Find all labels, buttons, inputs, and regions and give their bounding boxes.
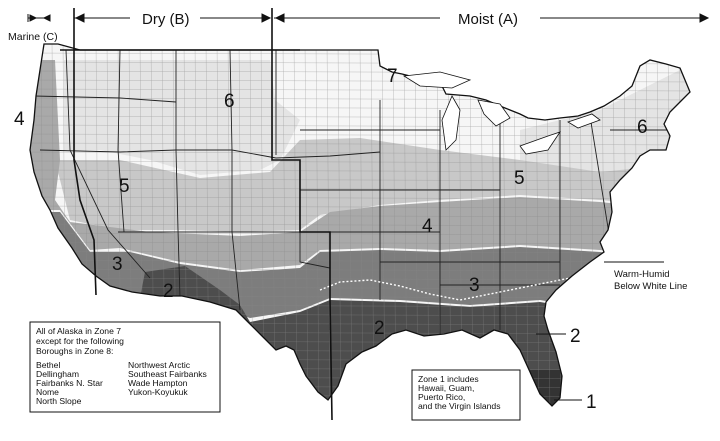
header-marine: Marine (C)	[8, 31, 58, 43]
zone-5-area	[55, 138, 690, 232]
zone-3-area	[30, 212, 690, 330]
zone1-line-3: Puerto Rico,	[418, 392, 465, 402]
zone-label-6-east: 6	[637, 117, 648, 138]
zone-label-7: 7	[387, 66, 398, 87]
zone-label-4-east: 4	[422, 216, 433, 237]
zone-label-2-gulf: 2	[374, 318, 385, 339]
header-dry: Dry (B)	[142, 11, 190, 28]
warm-humid-label-1: Warm-Humid	[614, 269, 670, 280]
alaska-borough: Northwest Arctic	[128, 360, 191, 370]
state-borders	[33, 49, 690, 335]
zone-label-4-west: 4	[14, 109, 25, 130]
great-lakes	[402, 71, 601, 155]
zone-1-area	[530, 370, 570, 406]
alaska-note-box: All of Alaska in Zone 7 except for the f…	[29, 321, 221, 413]
header-moist: Moist (A)	[458, 11, 518, 28]
moisture-dividers	[60, 8, 333, 421]
alaska-borough: Dellingham	[36, 369, 79, 379]
alaska-borough: North Slope	[36, 396, 82, 406]
zone1-line-1: Zone 1 includes	[418, 374, 479, 384]
alaska-line-3: Boroughs in Zone 8:	[36, 346, 113, 356]
header-arrows	[27, 13, 710, 23]
alaska-borough: Wade Hampton	[128, 378, 188, 388]
alaska-borough: Bethel	[36, 360, 60, 370]
leader-lines	[536, 261, 664, 401]
zone1-line-4: and the Virgin Islands	[418, 401, 501, 411]
zone1-line-2: Hawaii, Guam,	[418, 383, 474, 393]
warm-humid-line	[319, 264, 606, 301]
zone-label-1: 1	[586, 392, 597, 413]
alaska-line-2: except for the following	[36, 336, 124, 346]
zone-label-2-florida: 2	[570, 326, 581, 347]
zone-label-3-west: 3	[112, 254, 123, 275]
zone-4-area	[30, 60, 690, 270]
zone-label-5-west: 5	[119, 176, 130, 197]
zone-label-5-east: 5	[514, 168, 525, 189]
zone-label-6-west: 6	[224, 91, 235, 112]
zone-label-3-east: 3	[469, 275, 480, 296]
zone1-note-box: Zone 1 includes Hawaii, Guam, Puerto Ric…	[411, 369, 521, 421]
zone-label-2-west: 2	[163, 281, 174, 302]
us-outline	[29, 43, 691, 407]
alaska-borough: Nome	[36, 387, 59, 397]
alaska-line-1: All of Alaska in Zone 7	[36, 326, 121, 336]
alaska-borough: Yukon-Koyukuk	[128, 387, 188, 397]
warm-humid-label-2: Below White Line	[614, 281, 687, 292]
alaska-borough: Fairbanks N. Star	[36, 378, 103, 388]
alaska-borough: Southeast Fairbanks	[128, 369, 207, 379]
